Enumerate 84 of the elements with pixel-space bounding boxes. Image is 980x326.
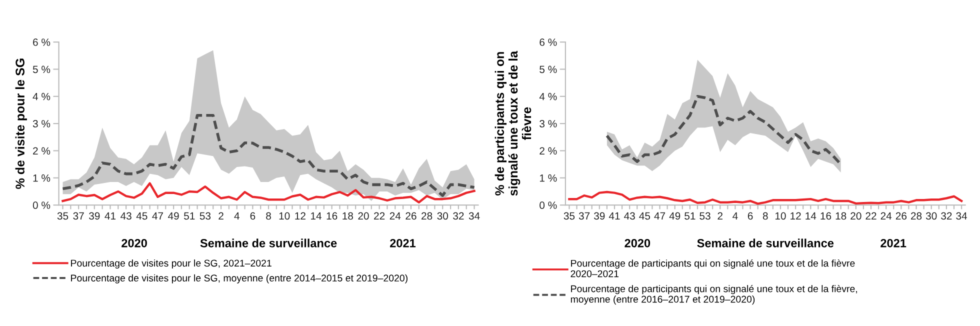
text: 2020 xyxy=(122,238,147,248)
x-tick-label: 18 xyxy=(836,212,846,220)
x-tick-label: 30 xyxy=(437,212,448,220)
x-tick-label: 26 xyxy=(406,212,416,220)
legend-label: Pourcentage de visites pour le SG, moyenne (entre 2014–2015 et 2019–2020) xyxy=(71,274,408,284)
y-tick-label: 1 % xyxy=(33,174,50,182)
x-tick-label: 43 xyxy=(624,212,635,220)
y-tick-label: 3 % xyxy=(32,120,50,128)
y-tick-label: 5 % xyxy=(540,66,557,74)
x-tick-label: 34 xyxy=(468,212,480,220)
line-series xyxy=(606,94,842,166)
y-tick-label: 2 % xyxy=(540,147,557,155)
y-tick-label: 6 % xyxy=(540,38,557,46)
x-tick-label: 14 xyxy=(311,212,322,220)
text: 2021 xyxy=(390,238,416,248)
x-tick-label: 41 xyxy=(104,212,116,220)
y-tick-label: 1 % xyxy=(540,174,557,182)
legend-label: Pourcentage de participants qui on signalé une toux et de la fièvre 2020–2021 xyxy=(570,259,855,278)
line-series xyxy=(62,182,476,204)
y-tick-label: 0 % xyxy=(32,202,50,209)
x-tick-label: 53 xyxy=(700,212,710,220)
x-tick-label: 4 xyxy=(234,212,240,220)
x-tick-label: 22 xyxy=(866,212,876,220)
x-tick-label: 2 xyxy=(718,212,722,220)
x-tick-label: 18 xyxy=(342,212,353,220)
x-tick-label: 10 xyxy=(775,212,786,220)
x-tick-label: 16 xyxy=(820,212,832,220)
x-tick-label: 43 xyxy=(120,212,132,220)
x-tick-label: 2 xyxy=(218,212,224,220)
x-tick-label: 41 xyxy=(608,212,620,220)
x-tick-label: 37 xyxy=(73,212,84,220)
x-tick-label: 49 xyxy=(669,212,680,220)
x-tick-label: 10 xyxy=(279,212,290,220)
x-tick-label: 8 xyxy=(266,212,271,220)
y-axis-title: % de visite pour le SG xyxy=(15,58,27,189)
legend-label: Pourcentage de visites pour le SG, 2021–2021 xyxy=(71,259,272,269)
x-tick-label: 26 xyxy=(896,212,907,220)
text: 2020 xyxy=(624,238,650,248)
x-tick-label: 8 xyxy=(762,212,768,220)
x-tick-label: 45 xyxy=(136,212,148,220)
x-axis-title: Semaine de surveillance xyxy=(697,238,834,248)
y-tick-label: 3 % xyxy=(540,120,557,128)
x-tick-label: 14 xyxy=(806,212,816,220)
x-tick-label: 47 xyxy=(654,212,666,220)
x-tick-label: 6 xyxy=(250,212,256,220)
x-tick-label: 20 xyxy=(358,212,369,220)
x-tick-label: 16 xyxy=(326,212,338,220)
y-axis-title: % de participants qui on signalé une toux et de la fièvre xyxy=(494,50,532,196)
y-tick-label: 6 % xyxy=(33,38,50,46)
x-tick-label: 51 xyxy=(684,212,696,220)
x-tick-label: 39 xyxy=(89,212,100,220)
x-tick-label: 35 xyxy=(564,212,575,220)
x-tick-label: 49 xyxy=(168,212,179,220)
y-tick-label: 4 % xyxy=(539,92,557,100)
legend-label: Pourcentage de participants qui on signalé une toux et de la fièvre, moyenne (entre 2016–2017 et 2019–2020) xyxy=(570,284,857,305)
x-tick-label: 28 xyxy=(422,212,432,220)
x-tick-label: 51 xyxy=(184,212,195,220)
x-tick-label: 6 xyxy=(748,212,753,220)
x-tick-label: 28 xyxy=(910,212,922,220)
text: 2021 xyxy=(880,238,906,248)
y-tick-label: 0 % xyxy=(540,202,557,209)
x-tick-label: 12 xyxy=(790,212,801,220)
x-tick-label: 45 xyxy=(639,212,650,220)
x-tick-label: 47 xyxy=(152,212,163,220)
y-tick-label: 2 % xyxy=(33,147,50,155)
x-tick-label: 22 xyxy=(374,212,385,220)
x-tick-label: 35 xyxy=(57,212,68,220)
x-tick-label: 20 xyxy=(850,212,862,220)
line-series xyxy=(568,190,963,205)
x-tick-label: 12 xyxy=(295,212,306,220)
x-tick-label: 39 xyxy=(594,212,605,220)
x-tick-label: 32 xyxy=(941,212,952,220)
x-tick-label: 53 xyxy=(200,212,211,220)
y-tick-label: 5 % xyxy=(32,66,50,74)
x-tick-label: 4 xyxy=(732,212,738,220)
x-axis-title: Semaine de surveillance xyxy=(200,238,337,248)
line-series xyxy=(61,114,476,197)
y-tick-label: 4 % xyxy=(32,92,50,100)
x-tick-label: 24 xyxy=(390,212,401,220)
x-tick-label: 34 xyxy=(956,212,968,220)
x-tick-label: 37 xyxy=(578,212,590,220)
x-tick-label: 30 xyxy=(926,212,937,220)
x-tick-label: 32 xyxy=(453,212,464,220)
x-tick-label: 24 xyxy=(880,212,892,220)
